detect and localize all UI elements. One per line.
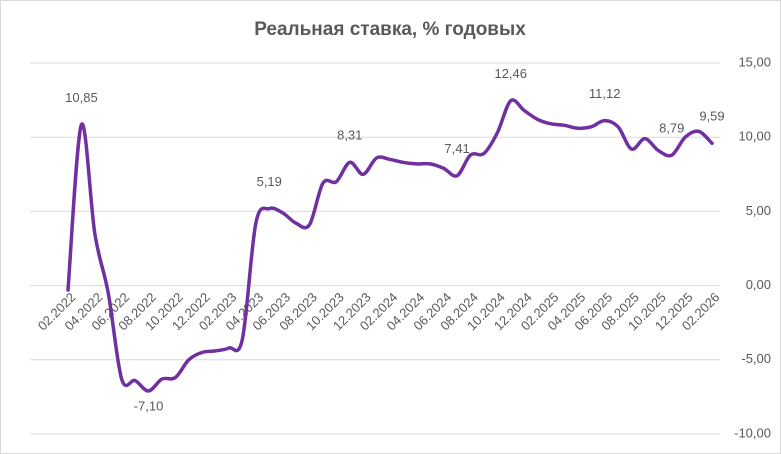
y-tick-label: 15,00	[738, 54, 771, 69]
data-label: -7,10	[134, 398, 164, 413]
y-tick-label: 0,00	[746, 277, 771, 292]
y-tick-label: -10,00	[734, 425, 771, 440]
line	[66, 98, 714, 393]
data-label: 12,46	[494, 66, 527, 81]
data-label: 9,59	[699, 109, 724, 124]
data-label: 5,19	[257, 174, 282, 189]
data-label: 8,31	[337, 128, 362, 143]
data-label: 10,85	[65, 90, 98, 105]
data-label: 8,79	[659, 121, 684, 136]
chart-title: Реальная ставка, % годовых	[254, 19, 526, 40]
data-label: 11,12	[589, 86, 621, 101]
y-tick-label: -5,00	[741, 351, 771, 366]
y-tick-label: 5,00	[746, 203, 771, 218]
y-tick-label: 10,00	[738, 129, 771, 144]
data-label: 7,41	[444, 141, 469, 156]
